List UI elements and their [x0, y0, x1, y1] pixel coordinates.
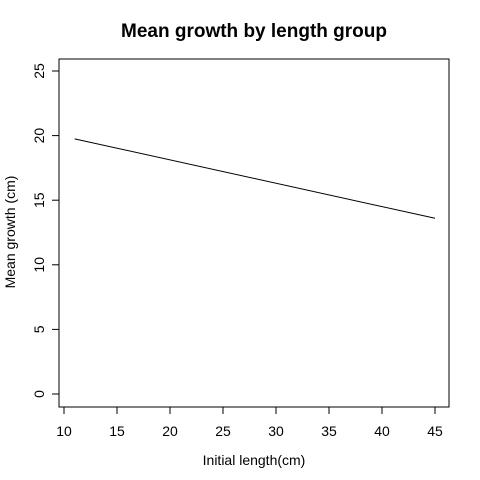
chart-title: Mean growth by length group — [121, 21, 387, 42]
x-tick-label: 15 — [109, 423, 125, 439]
y-axis-label: Mean growth (cm) — [2, 176, 18, 289]
x-tick-label: 20 — [162, 423, 178, 439]
y-tick-label: 25 — [31, 63, 47, 79]
y-tick-label: 20 — [31, 128, 47, 144]
x-axis-label: Initial length(cm) — [203, 452, 306, 468]
y-tick-label: 15 — [31, 192, 47, 208]
y-tick-label: 0 — [31, 390, 47, 398]
y-tick-label: 5 — [31, 325, 47, 333]
x-tick-label: 25 — [215, 423, 231, 439]
plot-frame — [58, 58, 450, 408]
y-tick-label: 10 — [31, 257, 47, 273]
x-axis-ticks: 10 15 20 25 30 35 40 45 — [56, 407, 443, 439]
x-tick-label: 30 — [268, 423, 284, 439]
x-tick-label: 45 — [427, 423, 443, 439]
y-axis-ticks: 0 5 10 15 20 25 — [31, 63, 59, 398]
series-line-0 — [74, 138, 436, 219]
x-tick-label: 40 — [374, 423, 390, 439]
x-tick-label: 10 — [56, 423, 72, 439]
series-layer — [74, 138, 436, 219]
x-tick-label: 35 — [321, 423, 337, 439]
